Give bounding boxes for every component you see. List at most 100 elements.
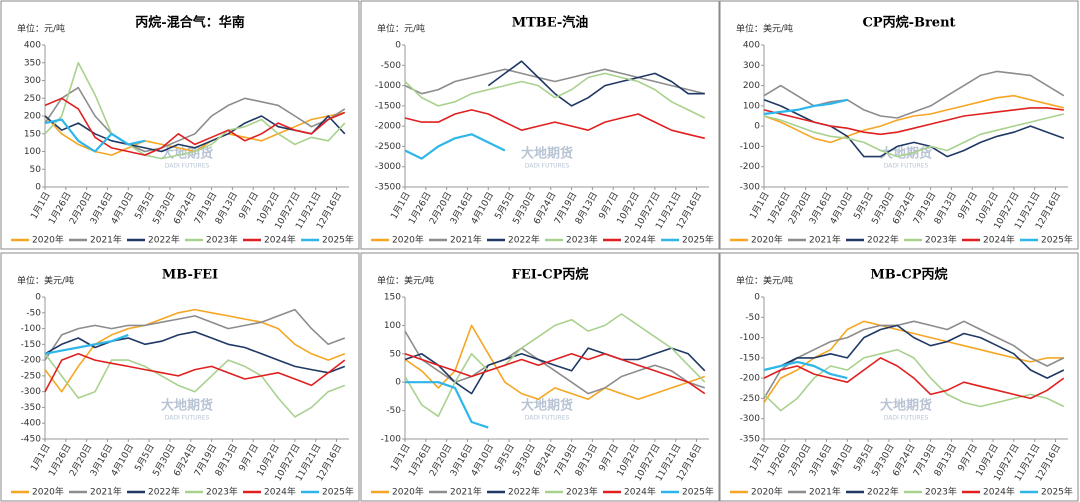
legend-label: 2020年 bbox=[392, 486, 424, 498]
chart-title: CP丙烷-Brent bbox=[862, 15, 955, 31]
series-line bbox=[405, 381, 489, 429]
legend-label: 2020年 bbox=[392, 234, 424, 246]
series-line bbox=[404, 109, 705, 140]
series-line bbox=[404, 68, 705, 95]
y-tick-label: 400 bbox=[24, 41, 41, 51]
y-tick-label: -200 bbox=[740, 162, 761, 172]
series-line bbox=[763, 107, 1064, 136]
y-tick-label: 350 bbox=[24, 58, 41, 68]
legend-label: 2022年 bbox=[508, 234, 540, 246]
watermark: 大地期货 bbox=[880, 398, 932, 414]
legend-label: 2020年 bbox=[751, 234, 783, 246]
legend-label: 2024年 bbox=[264, 234, 296, 246]
series-line bbox=[763, 360, 848, 380]
y-tick-label: -300 bbox=[740, 414, 761, 424]
legend-label: 2024年 bbox=[983, 486, 1015, 498]
series-line bbox=[44, 86, 346, 153]
y-tick-label: -2000 bbox=[375, 122, 401, 132]
legend-label: 2025年 bbox=[322, 234, 354, 246]
legend-label: 2021年 bbox=[809, 234, 841, 246]
series-line bbox=[44, 118, 146, 153]
legend-label: 2022年 bbox=[148, 486, 180, 498]
y-tick-label: 300 bbox=[743, 61, 760, 71]
y-tick-label: -350 bbox=[740, 435, 761, 445]
y-tick-label: -100 bbox=[21, 324, 42, 334]
series-line bbox=[44, 62, 346, 160]
chart-title: MB-CP丙烷 bbox=[870, 267, 947, 283]
legend-label: 2023年 bbox=[206, 234, 238, 246]
legend-label: 2024年 bbox=[624, 234, 656, 246]
y-tick-label: 0 bbox=[395, 41, 401, 51]
y-tick-label: -200 bbox=[21, 356, 42, 366]
watermark: 大地期货 bbox=[521, 146, 573, 162]
y-tick-label: 0 bbox=[754, 122, 760, 132]
y-tick-label: 200 bbox=[743, 81, 760, 91]
y-tick-label: -50 bbox=[386, 406, 401, 416]
series-line bbox=[763, 348, 1065, 412]
y-tick-label: -350 bbox=[21, 403, 42, 413]
y-tick-label: 0 bbox=[35, 183, 41, 193]
legend-label: 2021年 bbox=[450, 486, 482, 498]
y-tick-label: -3000 bbox=[375, 162, 401, 172]
unit-label: 单位：元/吨 bbox=[377, 23, 425, 35]
series-line bbox=[44, 353, 346, 393]
panel-border bbox=[0, 252, 360, 502]
series-line bbox=[44, 330, 346, 374]
chart-title: 丙烷-混合气：华南 bbox=[135, 15, 244, 31]
unit-label: 单位：美元/吨 bbox=[17, 275, 74, 287]
legend-label: 2025年 bbox=[1041, 486, 1073, 498]
series-line bbox=[763, 324, 1065, 379]
y-tick-label: 150 bbox=[384, 293, 401, 303]
y-tick-label: -250 bbox=[21, 371, 42, 381]
series-line bbox=[44, 308, 346, 361]
chart-title: FEI-CP丙烷 bbox=[512, 267, 589, 283]
series-line bbox=[44, 353, 346, 418]
series-line bbox=[763, 113, 1064, 158]
watermark: 大地期货 bbox=[161, 398, 213, 414]
y-tick-label: -450 bbox=[21, 435, 42, 445]
watermark: 大地期货 bbox=[521, 398, 573, 414]
legend-label: 2023年 bbox=[566, 234, 598, 246]
watermark-en: DADI FUTURES bbox=[525, 415, 570, 422]
legend-label: 2025年 bbox=[322, 486, 354, 498]
legend-label: 2021年 bbox=[450, 234, 482, 246]
y-tick-label: 400 bbox=[743, 41, 760, 51]
y-tick-label: 100 bbox=[24, 147, 41, 157]
unit-label: 单位：元/吨 bbox=[17, 23, 65, 35]
series-line bbox=[44, 97, 346, 156]
legend-label: 2021年 bbox=[90, 234, 122, 246]
watermark-en: DADI FUTURES bbox=[525, 163, 570, 170]
y-tick-label: -50 bbox=[26, 308, 41, 318]
unit-label: 单位：美元/吨 bbox=[377, 275, 434, 287]
y-tick-label: -150 bbox=[740, 353, 761, 363]
series-line bbox=[404, 133, 506, 160]
y-tick-label: 0 bbox=[35, 293, 41, 303]
y-tick-label: 200 bbox=[24, 112, 41, 122]
y-tick-label: 50 bbox=[390, 349, 402, 359]
y-tick-label: 50 bbox=[30, 165, 42, 175]
y-tick-label: 150 bbox=[24, 129, 41, 139]
y-tick-label: -50 bbox=[745, 313, 760, 323]
watermark-en: DADI FUTURES bbox=[165, 415, 210, 422]
legend-label: 2020年 bbox=[32, 486, 64, 498]
y-tick-label: -250 bbox=[740, 394, 761, 404]
legend-label: 2022年 bbox=[867, 486, 899, 498]
series-line bbox=[763, 357, 1065, 400]
y-tick-label: -150 bbox=[21, 340, 42, 350]
legend-label: 2021年 bbox=[809, 486, 841, 498]
panel-border bbox=[360, 252, 720, 502]
y-tick-label: -200 bbox=[740, 374, 761, 384]
y-tick-label: 0 bbox=[395, 378, 401, 388]
y-tick-label: -100 bbox=[381, 435, 402, 445]
legend-label: 2022年 bbox=[148, 234, 180, 246]
panel-border bbox=[719, 0, 1079, 250]
series-line bbox=[44, 333, 129, 355]
series-line bbox=[404, 313, 706, 418]
legend-label: 2025年 bbox=[1041, 234, 1073, 246]
legend-label: 2025年 bbox=[682, 234, 714, 246]
watermark-en: DADI FUTURES bbox=[165, 163, 210, 170]
series-line bbox=[763, 94, 1064, 144]
